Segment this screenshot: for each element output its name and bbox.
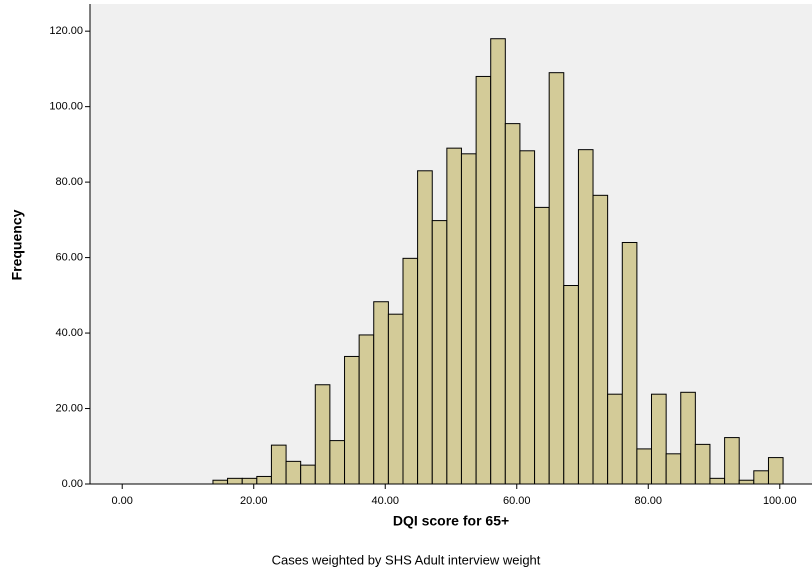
bar [402,257,419,485]
bar [650,393,667,485]
bar [709,477,726,485]
bar [358,334,375,485]
bar [636,448,652,485]
y-tick-label: 120.00 [49,25,83,37]
bar [490,38,506,485]
bar [431,220,448,485]
x-tick-label: 80.00 [635,495,663,507]
bar [665,453,682,485]
bar [417,170,433,485]
bar [519,150,536,485]
bar [285,460,302,485]
bar [270,444,287,485]
bar [621,241,638,485]
bar [504,123,521,485]
y-tick-label: 60.00 [55,251,83,263]
bar [344,355,360,485]
footnote: Cases weighted by SHS Adult interview we… [272,552,541,567]
x-tick-label: 0.00 [112,495,133,507]
y-tick-label: 80.00 [55,176,83,188]
bar [694,443,711,485]
y-tick-label: 100.00 [49,101,83,113]
bar [548,72,565,485]
y-axis-title: Frequency [9,209,25,280]
bar [680,391,696,485]
bar [256,475,272,485]
bar [577,149,594,485]
bar [446,147,462,485]
bar [387,313,404,485]
bar [767,457,784,485]
y-tick-label: 0.00 [62,478,83,490]
y-tick-label: 20.00 [55,402,83,414]
bar [314,384,331,485]
x-tick-label: 40.00 [371,495,399,507]
bar [300,464,316,485]
bar [607,393,623,485]
bar [241,477,258,485]
x-axis-title: DQI score for 65+ [393,513,509,529]
bar [460,153,477,485]
bar [212,479,229,485]
x-tick-label: 60.00 [503,495,531,507]
bar [373,301,389,485]
y-tick-label: 40.00 [55,327,83,339]
x-tick-label: 100.00 [763,495,797,507]
bar [329,440,346,485]
bar [563,285,579,485]
bar [534,206,550,485]
x-tick-label: 20.00 [240,495,268,507]
bar [738,479,755,485]
bar [724,437,740,485]
bar [592,194,609,485]
bar [227,477,243,485]
bar [475,75,492,485]
bar [753,470,769,485]
